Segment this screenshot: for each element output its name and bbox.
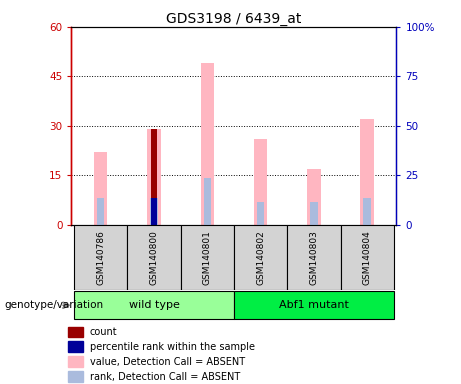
Title: GDS3198 / 6439_at: GDS3198 / 6439_at <box>166 12 301 26</box>
Bar <box>201 63 214 225</box>
Bar <box>94 152 107 225</box>
Bar <box>363 198 371 225</box>
Bar <box>148 129 161 225</box>
Bar <box>97 198 105 225</box>
Bar <box>68 326 83 337</box>
Bar <box>151 198 157 225</box>
Bar <box>254 139 267 225</box>
Text: GSM140801: GSM140801 <box>203 230 212 285</box>
Bar <box>68 341 83 352</box>
Text: wild type: wild type <box>129 300 179 310</box>
Text: GSM140804: GSM140804 <box>363 230 372 285</box>
Bar <box>361 119 374 225</box>
Bar <box>181 225 234 290</box>
Bar <box>257 202 264 225</box>
Bar <box>234 225 287 290</box>
Text: GSM140802: GSM140802 <box>256 230 265 285</box>
Text: GSM140786: GSM140786 <box>96 230 105 285</box>
Text: Abf1 mutant: Abf1 mutant <box>279 300 349 310</box>
Text: genotype/variation: genotype/variation <box>5 300 104 310</box>
Bar <box>74 291 234 319</box>
Bar <box>150 198 158 225</box>
Bar <box>151 129 157 225</box>
Bar <box>127 225 181 290</box>
Bar <box>204 179 211 225</box>
Bar <box>307 169 320 225</box>
Bar <box>74 225 127 290</box>
Text: GSM140803: GSM140803 <box>309 230 319 285</box>
Text: count: count <box>90 327 118 337</box>
Bar <box>68 356 83 367</box>
Text: value, Detection Call = ABSENT: value, Detection Call = ABSENT <box>90 357 245 367</box>
Text: rank, Detection Call = ABSENT: rank, Detection Call = ABSENT <box>90 372 240 382</box>
Text: percentile rank within the sample: percentile rank within the sample <box>90 342 255 352</box>
Bar <box>287 225 341 290</box>
Bar <box>310 202 318 225</box>
Text: GSM140800: GSM140800 <box>149 230 159 285</box>
Bar <box>68 371 83 382</box>
Bar <box>234 291 394 319</box>
Bar <box>341 225 394 290</box>
